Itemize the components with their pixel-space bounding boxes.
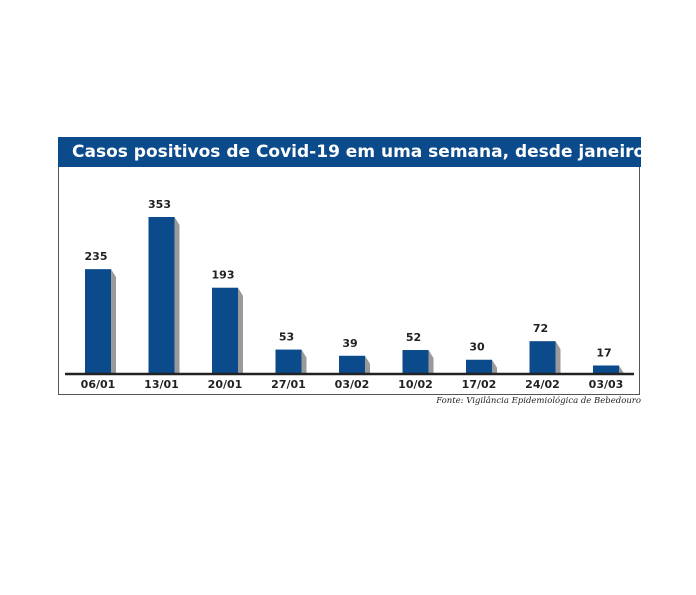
- bar-shadow: [111, 269, 116, 373]
- bar-group: 353 13/01: [144, 198, 180, 391]
- bar-shadow: [174, 217, 180, 373]
- data-label: 52: [406, 331, 421, 344]
- bar: [85, 269, 111, 373]
- x-tick-label: 24/02: [525, 378, 560, 391]
- x-tick-label: 10/02: [398, 378, 433, 391]
- bar-group: 235 06/01: [81, 250, 116, 391]
- bar-group: 52 10/02: [398, 331, 434, 391]
- bar-group: 39 03/02: [335, 337, 370, 391]
- x-tick-label: 20/01: [208, 378, 243, 391]
- data-label: 17: [596, 346, 611, 359]
- x-tick-label: 06/01: [81, 378, 116, 391]
- bar: [212, 287, 238, 373]
- data-label: 30: [469, 341, 485, 354]
- bar-shadow: [365, 355, 370, 373]
- bar: [339, 355, 365, 373]
- bar-group: 30 17/02: [462, 341, 497, 391]
- bar-group: 72 24/02: [525, 322, 561, 391]
- bar-shadow: [238, 287, 243, 373]
- data-label: 39: [342, 337, 357, 350]
- x-tick-label: 17/02: [462, 378, 497, 391]
- data-label: 53: [279, 331, 294, 344]
- x-tick-label: 27/01: [271, 378, 306, 391]
- data-label: 353: [148, 198, 171, 211]
- data-label: 72: [533, 322, 548, 335]
- bar-group: 17 03/03: [589, 346, 624, 391]
- data-label: 235: [85, 250, 108, 263]
- bar: [593, 365, 619, 373]
- x-tick-label: 03/02: [335, 378, 370, 391]
- bar: [529, 341, 556, 373]
- bar: [402, 350, 429, 373]
- bar: [275, 349, 302, 373]
- bar-shadow: [492, 359, 497, 373]
- data-label: 193: [212, 269, 235, 282]
- bar-shadow: [619, 365, 624, 374]
- bar: [148, 217, 175, 373]
- bar-shadow: [428, 350, 434, 373]
- bar-shadow: [301, 349, 307, 373]
- x-tick-label: 03/03: [589, 378, 624, 391]
- bar-group: 193 20/01: [208, 269, 243, 391]
- chart-title: Casos positivos de Covid-19 em uma seman…: [58, 137, 645, 167]
- x-tick-label: 13/01: [144, 378, 179, 391]
- bar: [466, 359, 492, 373]
- bar-group: 53 27/01: [271, 331, 307, 391]
- bar-shadow: [555, 341, 561, 373]
- source-note: Fonte: Vigilância Epidemiológica de Bebe…: [436, 396, 641, 406]
